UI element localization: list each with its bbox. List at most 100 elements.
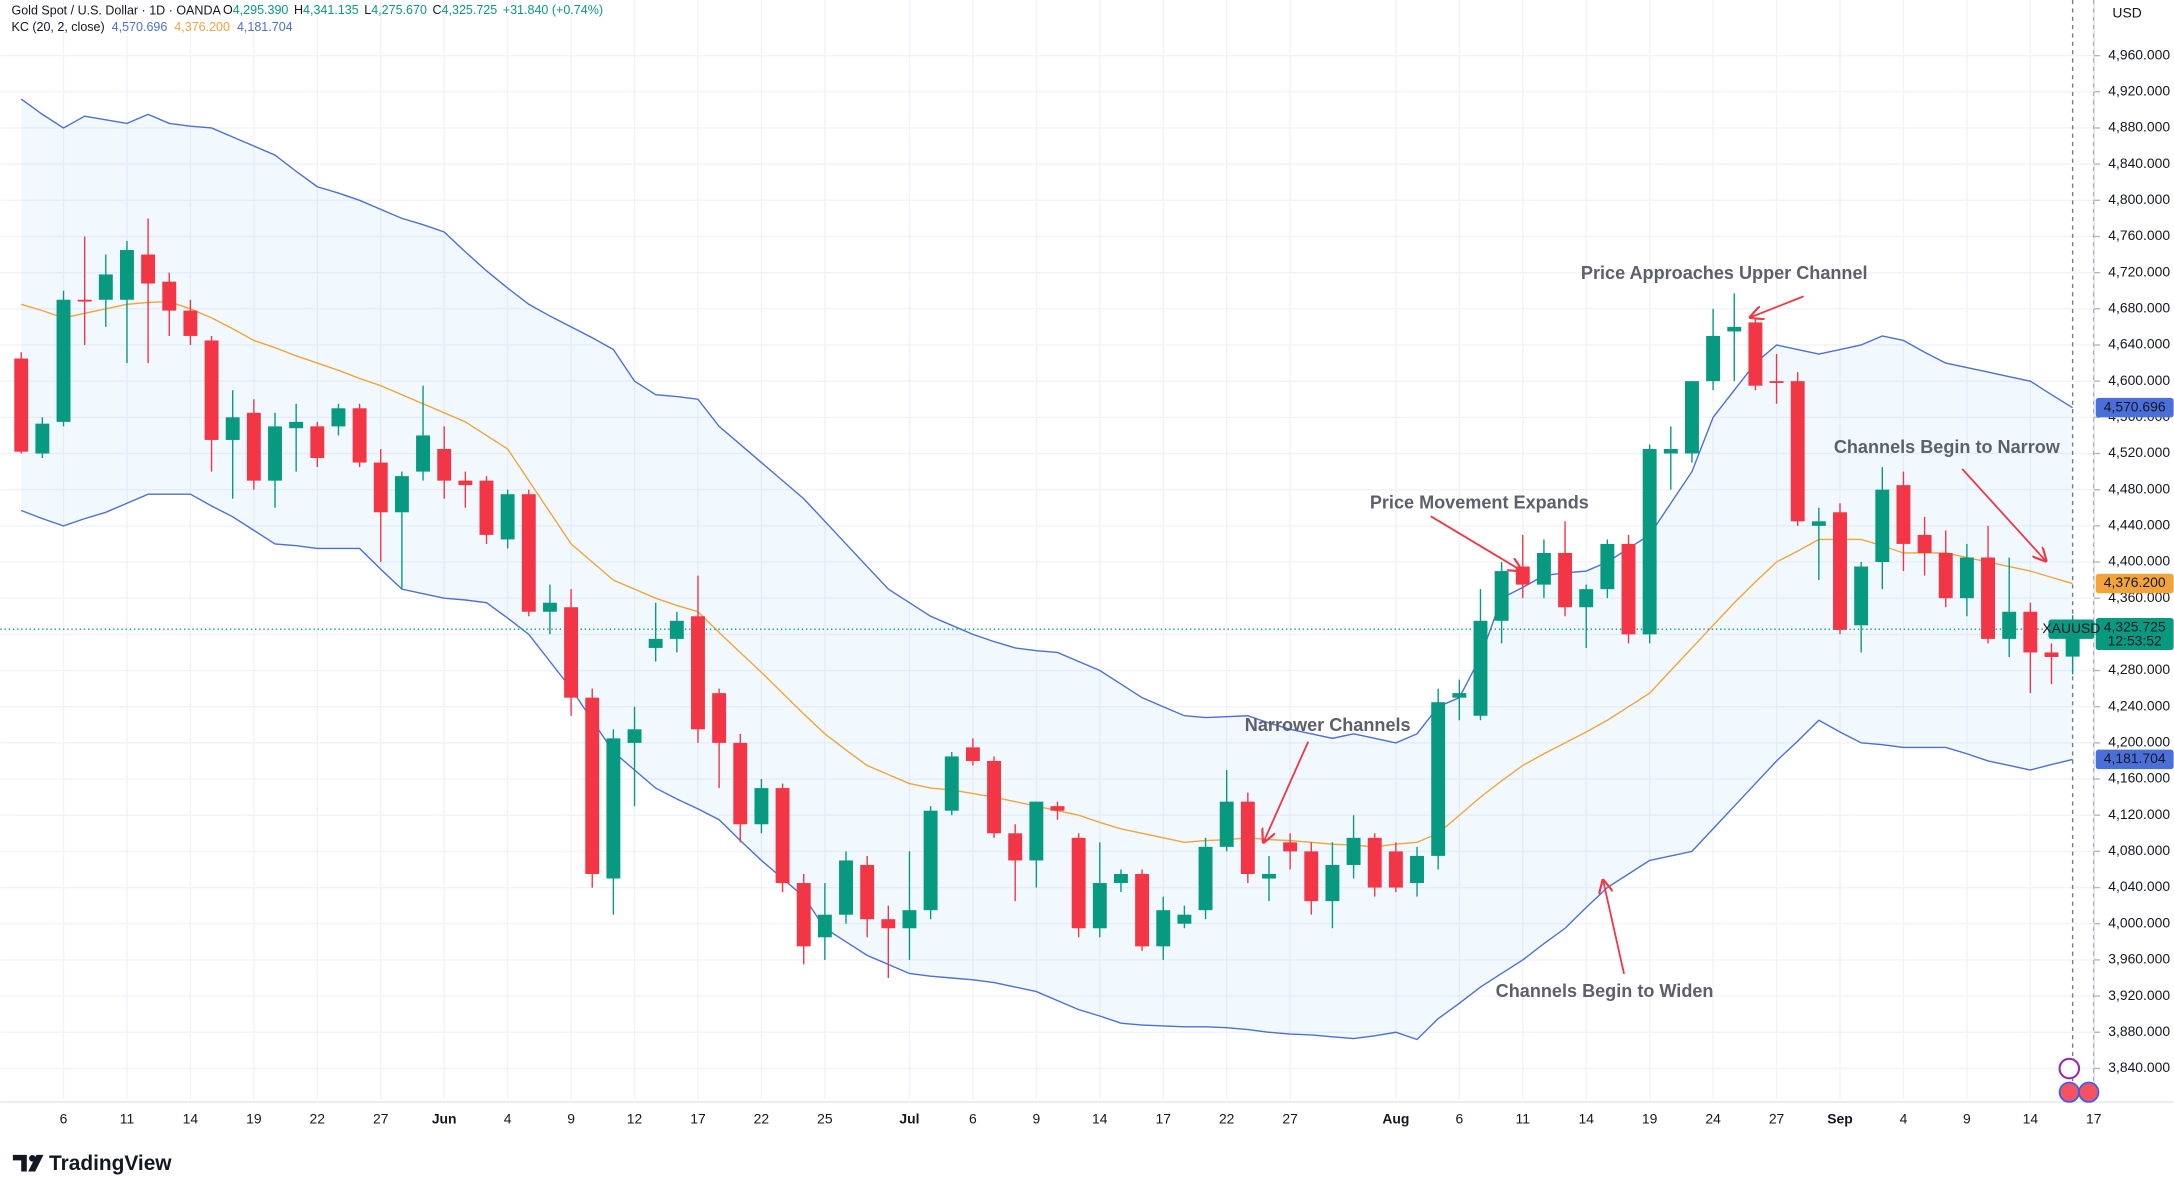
candle-body (141, 254, 156, 284)
candle-body (225, 417, 240, 440)
ohlc-value: 4,295.390 (233, 3, 289, 17)
ohlc-key: O (223, 3, 233, 17)
candle-body (1769, 381, 1784, 383)
y-tick-label: 4,280.000 (2108, 661, 2170, 677)
candle-body (1938, 552, 1953, 599)
candle-body (733, 742, 748, 825)
x-tick-label: 17 (690, 1111, 706, 1127)
x-tick-label: 11 (120, 1111, 135, 1127)
candle-body (2023, 611, 2038, 653)
indicator-value: 4,376.200 (174, 20, 230, 34)
candle-body (14, 358, 29, 452)
x-tick-label: Jul (899, 1111, 919, 1127)
x-tick-label: 9 (1032, 1111, 1040, 1127)
ohlc-value: 4,341.135 (303, 3, 359, 17)
candle-body (1642, 448, 1657, 635)
price-tag (2095, 618, 2174, 651)
annotation: Channels Begin to Narrow (1834, 437, 2061, 457)
y-tick-label: 4,520.000 (2108, 444, 2170, 460)
candle-body (1452, 693, 1467, 698)
x-tick-label: 9 (567, 1111, 575, 1127)
candle-body (627, 729, 642, 743)
channel-fill (21, 99, 2073, 1040)
candle-body (1135, 874, 1150, 947)
candle-body (479, 480, 494, 535)
candle-body (1283, 842, 1298, 852)
x-tick-label: 6 (60, 1111, 68, 1127)
candle-body (1917, 534, 1932, 553)
change: +31.840 (+0.74%) (503, 3, 603, 17)
candle-body (500, 494, 515, 540)
indicator-legend: KC (20, 2, close) 4,570.696 4,376.200 4,181… (11, 20, 292, 34)
candle-body (1685, 381, 1699, 454)
candle-body (691, 616, 705, 730)
indicator-value: 4,181.704 (237, 20, 293, 34)
y-tick-label: 3,880.000 (2108, 1023, 2170, 1039)
ohlc-legend: O4,295.390 H4,341.135 L4,275.670 C4,325.725… (223, 3, 603, 17)
annotation-arrow (1751, 295, 1804, 317)
candle-body (437, 448, 452, 481)
candle-body (1008, 833, 1023, 861)
candle-body (35, 423, 50, 454)
y-tick-label: 4,600.000 (2108, 372, 2170, 388)
candle-body (1325, 864, 1340, 902)
candle-body (1431, 702, 1446, 856)
x-tick-label: 17 (1156, 1111, 1172, 1127)
y-tick-label: 4,120.000 (2108, 806, 2170, 822)
axis-tag (2095, 749, 2174, 770)
candle-body (331, 408, 346, 427)
candle-body (902, 910, 917, 929)
candle-body (1727, 326, 1742, 332)
x-tick-label: 14 (2023, 1111, 2039, 1127)
candle-body (1029, 801, 1044, 861)
x-tick-label: 19 (246, 1111, 262, 1127)
candle-body (1092, 883, 1107, 929)
x-tick-label: 22 (754, 1111, 770, 1127)
candle-body (1558, 552, 1573, 608)
axis-tag (2095, 397, 2174, 418)
candle-body (1156, 910, 1171, 947)
candle-body (796, 883, 811, 947)
candle-body (564, 607, 579, 698)
annotation: Narrower Channels (1245, 715, 1411, 735)
candle-body (754, 788, 769, 825)
x-tick-label: 25 (817, 1111, 833, 1127)
candle-body (352, 408, 367, 463)
candle-body (669, 620, 684, 639)
candle-body (1600, 543, 1615, 590)
candle-body (1410, 855, 1424, 884)
candle-body (1959, 557, 1974, 599)
candle-body (1621, 543, 1636, 635)
x-tick-label: 27 (373, 1111, 389, 1127)
y-tick-label: 4,800.000 (2108, 191, 2170, 207)
candle-body (310, 426, 325, 459)
candle-body (965, 747, 980, 761)
symbol-tag-label: XAUUSD (2042, 620, 2100, 636)
indicator-name: KC (20, 2, close) (11, 20, 104, 34)
candle-body (1177, 914, 1192, 924)
ohlc-value: 4,275.670 (371, 3, 427, 17)
candle-body (120, 250, 134, 300)
candle-body (289, 421, 304, 429)
candle-body (923, 810, 938, 911)
annotation-arrow (1430, 515, 1521, 570)
x-tick-label: 14 (1578, 1111, 1594, 1127)
x-tick-label: Aug (1382, 1111, 1409, 1127)
axis-tag-label: 4,181.704 (2104, 750, 2166, 766)
y-tick-label: 4,720.000 (2108, 263, 2170, 279)
symbol-tag (2048, 619, 2095, 639)
x-tick-label: 19 (1642, 1111, 1658, 1127)
candle-body (1896, 485, 1911, 544)
candle-body (1833, 512, 1847, 630)
candle-body (56, 299, 71, 422)
y-tick-label: 4,080.000 (2108, 842, 2170, 858)
candle-body (775, 788, 790, 884)
ohlc-key: L (364, 3, 371, 17)
y-tick-label: 4,880.000 (2108, 119, 2170, 135)
brand-logo (12, 1154, 44, 1172)
ohlc-value: 4,325.725 (442, 3, 498, 17)
x-tick-label: 27 (1769, 1111, 1785, 1127)
candle-body (246, 412, 261, 481)
candle-body (1536, 552, 1551, 585)
